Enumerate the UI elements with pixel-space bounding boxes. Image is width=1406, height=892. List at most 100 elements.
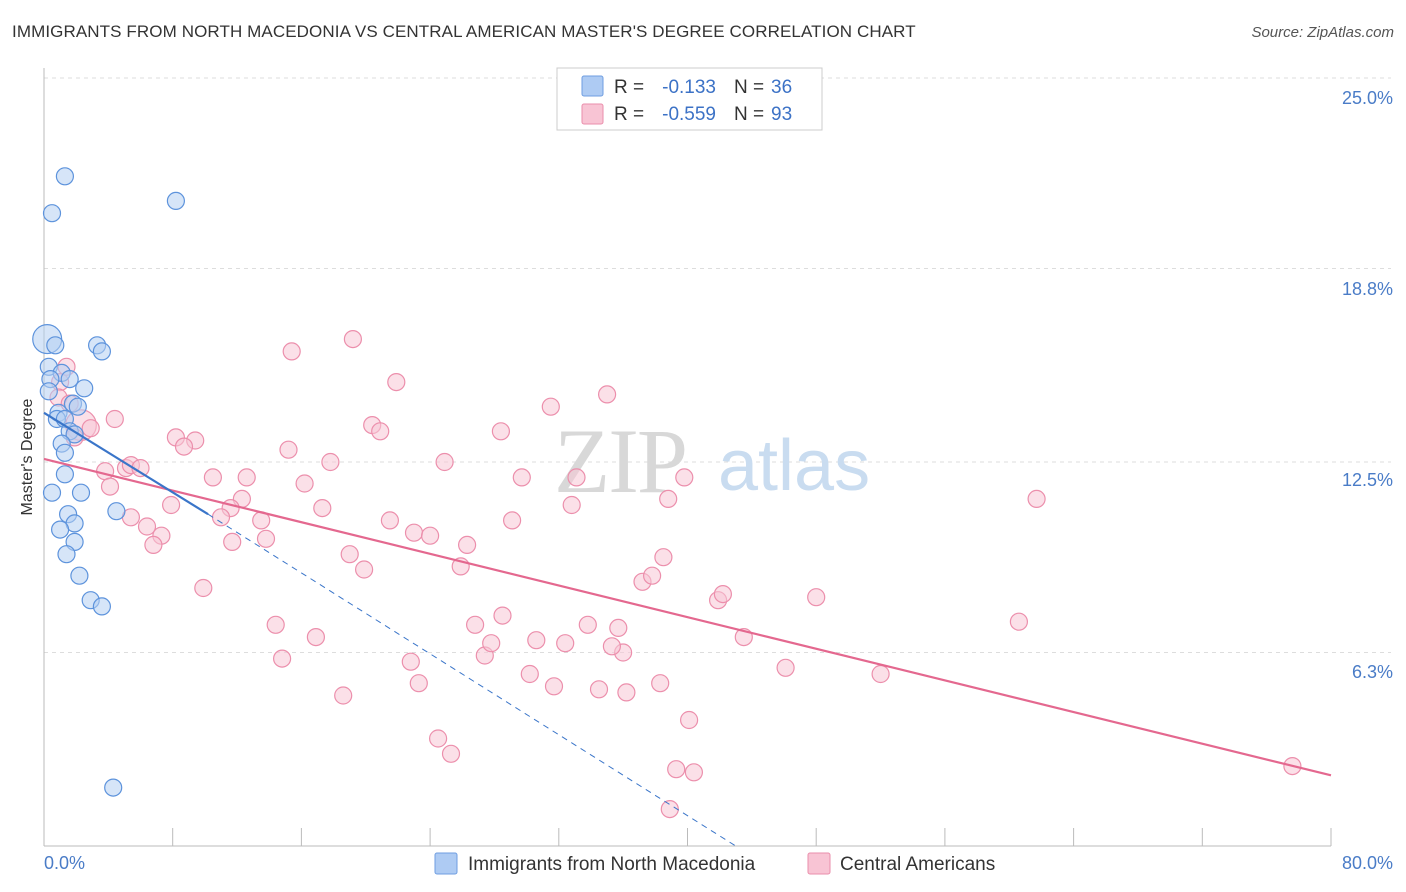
watermark-atlas: atlas — [718, 426, 870, 506]
central-americans-point-60 — [493, 606, 512, 625]
y-tick-label-6-3: 6.3% — [1352, 662, 1393, 682]
central-americans-point-17 — [237, 468, 256, 487]
legend-swatch-pink — [581, 103, 604, 125]
north-macedonia-point-28 — [50, 520, 70, 539]
central-americans-point-70 — [609, 618, 628, 638]
central-americans-point-21 — [211, 508, 231, 527]
central-americans-point-40 — [355, 560, 374, 579]
central-americans-point-87 — [807, 588, 826, 607]
source-credit: Source: ZipAtlas.com — [1251, 24, 1394, 41]
central-americans-point-30 — [282, 342, 301, 361]
x-ticks — [43, 828, 1332, 846]
bottom-legend: Immigrants from North Macedonia Central … — [434, 852, 995, 875]
legend-n-label-blue: N = — [734, 77, 764, 98]
central-americans-point-92 — [667, 760, 686, 779]
central-americans-point-73 — [617, 683, 636, 702]
central-americans-point-88 — [871, 664, 890, 684]
x-tick-label-min: 0.0% — [44, 853, 85, 873]
central-americans-point-80 — [654, 548, 673, 567]
north-macedonia-trend-line — [43, 411, 209, 516]
central-americans-point-52 — [435, 452, 454, 472]
central-americans-point-35 — [279, 440, 298, 459]
legend-swatch-blue — [581, 75, 604, 97]
central-americans-point-28 — [144, 535, 163, 555]
legend-n-value-pink: 93 — [771, 104, 792, 125]
legend-r-label-pink: R = — [614, 104, 644, 125]
central-americans-point-51 — [441, 744, 461, 763]
legend-r-value-pink: -0.559 — [662, 104, 716, 125]
north-macedonia-point-4 — [46, 336, 65, 355]
central-americans-point-16 — [203, 468, 222, 487]
central-americans-point-75 — [597, 385, 617, 404]
central-americans-point-43 — [421, 526, 440, 545]
central-americans-points — [49, 330, 1302, 819]
central-americans-point-10 — [174, 437, 194, 456]
central-americans-point-68 — [578, 615, 597, 634]
stats-legend: R = -0.133 N = 36 R = -0.559 N = 93 — [556, 67, 823, 131]
central-americans-point-39 — [340, 545, 359, 564]
central-americans-point-29 — [194, 578, 213, 598]
north-macedonia-point-22 — [55, 465, 75, 484]
y-tick-label-25: 25.0% — [1342, 88, 1393, 108]
north-macedonia-point-1 — [55, 167, 75, 186]
north-macedonia-point-3 — [166, 191, 185, 210]
y-axis-title: Master's Degree — [19, 398, 36, 515]
north-macedonia-point-11 — [75, 379, 94, 398]
north-macedonia-point-9 — [60, 370, 79, 389]
central-americans-point-27 — [223, 532, 242, 552]
north-macedonia-point-31 — [70, 566, 89, 585]
central-americans-point-84 — [713, 584, 733, 604]
central-americans-point-63 — [482, 634, 501, 653]
central-americans-point-42 — [404, 523, 424, 542]
central-americans-point-49 — [409, 674, 428, 693]
central-americans-point-14 — [95, 462, 115, 481]
central-americans-point-64 — [527, 631, 546, 650]
north-macedonia-point-24 — [71, 483, 91, 502]
central-americans-point-65 — [520, 664, 539, 684]
x-tick-label-max: 80.0% — [1342, 853, 1393, 873]
central-americans-point-79 — [642, 566, 662, 585]
central-americans-point-74 — [567, 468, 586, 487]
central-americans-point-91 — [684, 763, 704, 782]
north-macedonia-point-2 — [42, 204, 62, 223]
central-americans-point-56 — [562, 495, 581, 515]
central-americans-point-41 — [380, 511, 399, 530]
y-tick-labels: 25.0% 18.8% 12.5% 6.3% — [1342, 88, 1393, 682]
y-tick-label-12-5: 12.5% — [1342, 470, 1393, 490]
watermark: ZIP atlas — [554, 410, 870, 512]
central-americans-point-34 — [371, 422, 390, 441]
central-americans-point-48 — [401, 652, 420, 671]
y-tick-label-18-8: 18.8% — [1342, 279, 1393, 299]
legend-n-label-pink: N = — [734, 104, 764, 125]
central-americans-point-15 — [100, 477, 120, 496]
central-americans-point-58 — [458, 535, 477, 555]
central-americans-point-32 — [387, 373, 406, 392]
trend-lines — [43, 411, 1332, 847]
central-americans-point-26 — [256, 529, 276, 548]
north-macedonia-points — [32, 167, 185, 797]
central-americans-point-23 — [137, 517, 157, 536]
central-americans-point-44 — [266, 615, 285, 634]
central-americans-point-36 — [321, 452, 340, 472]
central-americans-point-82 — [679, 710, 699, 730]
central-americans-point-72 — [602, 637, 622, 656]
central-americans-point-67 — [556, 634, 575, 653]
central-americans-point-77 — [675, 468, 694, 487]
central-americans-point-55 — [541, 397, 560, 416]
central-americans-point-50 — [429, 729, 448, 748]
gridlines — [44, 77, 1391, 653]
legend-r-label-blue: R = — [614, 77, 644, 98]
central-americans-point-7 — [105, 409, 124, 429]
central-americans-point-76 — [659, 489, 678, 508]
north-macedonia-point-21 — [55, 443, 75, 462]
legend-r-value-blue: -0.133 — [662, 77, 716, 98]
central-americans-point-57 — [502, 511, 522, 530]
central-americans-point-18 — [162, 495, 181, 515]
central-americans-point-86 — [776, 658, 795, 677]
central-americans-point-89 — [1009, 612, 1029, 631]
north-macedonia-point-14 — [68, 397, 87, 416]
central-americans-trend-line — [43, 457, 1332, 777]
central-americans-point-53 — [491, 422, 510, 441]
central-americans-point-54 — [512, 468, 531, 487]
